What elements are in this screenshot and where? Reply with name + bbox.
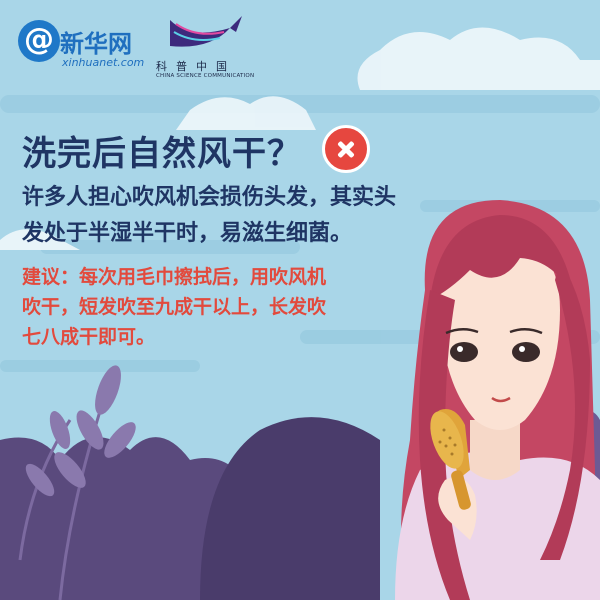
kepu-name: 科普中国 [156, 60, 236, 73]
xinhua-url: xinhuanet.com [62, 56, 145, 69]
xinhua-name: 新华网 [60, 30, 132, 58]
at-icon: @ [18, 20, 60, 62]
wrong-x-icon [322, 125, 370, 173]
explanation-line: 许多人担心吹风机会损伤头发，其实头 [22, 185, 397, 210]
advice-line: 七八成干即可。 [22, 326, 156, 348]
hairbrush-icon [430, 409, 471, 510]
explanation-text: 许多人担心吹风机会损伤头发，其实头 发处于半湿半干时，易滋生细菌。 [22, 180, 472, 252]
explanation-line: 发处于半湿半干时，易滋生细菌。 [22, 221, 353, 246]
kepu-english-name: CHINA SCIENCE COMMUNICATION [156, 73, 255, 79]
advice-text: 建议：每次用毛巾擦拭后，用吹风机 吹干，短发吹至九成干以上，长发吹 七八成干即可… [22, 262, 402, 352]
girl-figure [395, 200, 600, 600]
advice-line: 建议：每次用毛巾擦拭后，用吹风机 [22, 266, 327, 288]
xinhua-logo: @ 新华网 xinhuanet.com [18, 18, 158, 78]
advice-line: 吹干，短发吹至九成干以上，长发吹 [22, 296, 327, 318]
kepu-logo: 科普中国 CHINA SCIENCE COMMUNICATION [150, 10, 270, 80]
kepu-emblem-icon [170, 16, 242, 47]
page-title: 洗完后自然风干？ [22, 134, 302, 174]
